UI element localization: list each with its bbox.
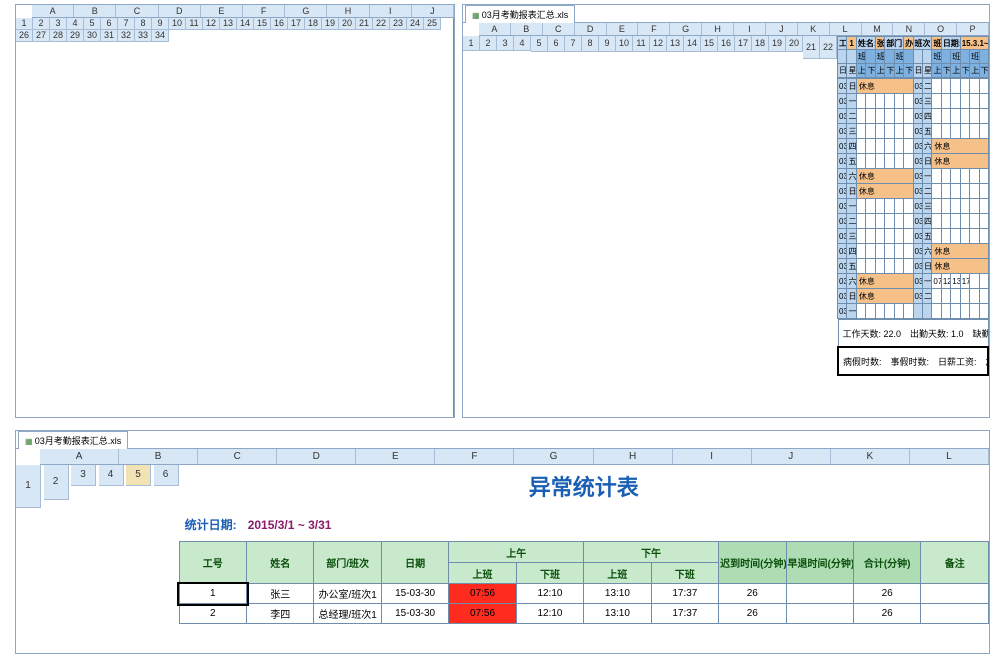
stat-date-label: 统计日期:: [185, 518, 237, 532]
summary-2: 病假时数: 事假时数: 日薪工资: 加班工资: 其它津贴: 其他扣款: 实得工资…: [838, 347, 988, 375]
rownums-2: for(let i=1;i<=22;i++){let h=(i<=4)?14:1…: [463, 36, 837, 376]
summary-1: 工作天数: 22.0 出勤天数: 1.0 缺勤天数: 21.0 迟到次数/分钟:…: [838, 320, 988, 348]
date-value[interactable]: 15.3.1~15.3.31: [960, 37, 988, 50]
shift-label: 班次:: [913, 37, 932, 50]
shift-value[interactable]: 班次1: [932, 37, 941, 50]
panel-exception-summary: 03月考勤报表汇总.xls ABCDEFGHIJKL 1 2 3 4 5 6 异…: [15, 430, 990, 654]
stat-date: 2015/3/1 ~ 3/31: [248, 518, 332, 532]
panel-shift-setup: ABCDEFGHIJ for(let i=1;i<=34;i++)documen…: [15, 4, 455, 418]
rownums-3: 1 2 3 4 5 6: [16, 465, 179, 624]
col-letters-2: ABCDEFGHIJKLMNOP: [479, 23, 989, 36]
id-value[interactable]: 1: [847, 37, 856, 50]
dept-value[interactable]: 办公室: [904, 37, 913, 50]
id-label: 工号:: [838, 37, 847, 50]
panel-attendance-detail: 03月考勤报表汇总.xls ABCDEFGHIJKLMNOP for(let i…: [462, 4, 990, 418]
date-label: 日期:: [941, 37, 960, 50]
name-value[interactable]: 张三: [875, 37, 884, 50]
file-tab-2[interactable]: 03月考勤报表汇总.xls: [18, 431, 128, 449]
rownums-1: for(let i=1;i<=34;i++)document.write('<d…: [16, 18, 453, 418]
title: 异常统计表: [179, 465, 989, 507]
file-tab[interactable]: 03月考勤报表汇总.xls: [465, 5, 575, 23]
col-letters-3: ABCDEFGHIJKL: [40, 449, 989, 465]
name-label: 姓名:: [856, 37, 875, 50]
col-letters-1: ABCDEFGHIJ: [32, 5, 454, 18]
dept-label: 部门:: [885, 37, 904, 50]
